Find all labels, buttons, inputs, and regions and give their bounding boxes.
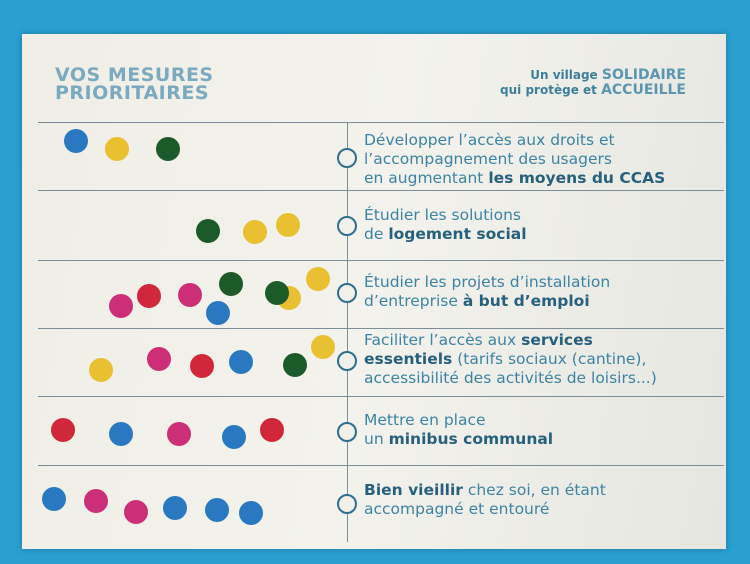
title-line: PRIORITAIRES bbox=[55, 82, 210, 104]
sticker-dot-yellow bbox=[89, 358, 113, 382]
row-divider bbox=[38, 328, 724, 329]
slogan-text: qui protège et bbox=[500, 83, 602, 97]
sticker-dot-blue bbox=[205, 498, 229, 522]
sticker-dot-green bbox=[265, 281, 289, 305]
measure-text: Étudier les solutions de logement social bbox=[364, 206, 527, 244]
slogan-bold: ACCUEILLE bbox=[601, 82, 686, 98]
row-divider bbox=[38, 122, 724, 123]
sticker-dot-red bbox=[51, 418, 75, 442]
sticker-dot-blue bbox=[229, 350, 253, 374]
sticker-dot-magenta bbox=[84, 489, 108, 513]
vote-circle-icon bbox=[337, 283, 357, 303]
measure-text: Faciliter l’accès aux services essentiels… bbox=[364, 331, 657, 388]
sticker-dot-yellow bbox=[243, 220, 267, 244]
sticker-dot-red bbox=[137, 284, 161, 308]
sticker-dot-yellow bbox=[306, 267, 330, 291]
measure-text: Bien vieillir chez soi, en étant accompag… bbox=[364, 481, 606, 519]
measure-label: Mettre en place un bbox=[364, 411, 486, 448]
sticker-dot-yellow bbox=[105, 137, 129, 161]
sticker-dot-blue bbox=[163, 496, 187, 520]
sticker-dot-red bbox=[260, 418, 284, 442]
divider-vertical bbox=[347, 122, 348, 542]
measure-text: Étudier les projets d’installation d’entr… bbox=[364, 273, 610, 311]
measure-highlight: Bien vieillir bbox=[364, 481, 463, 499]
sticker-dot-magenta bbox=[109, 294, 133, 318]
measure-label: chez soi, en étant accompagné et entouré bbox=[364, 481, 606, 518]
sticker-dot-green bbox=[219, 272, 243, 296]
vote-circle-icon bbox=[337, 422, 357, 442]
sticker-dot-blue bbox=[109, 422, 133, 446]
sticker-dot-blue bbox=[222, 425, 246, 449]
sticker-dot-green bbox=[283, 353, 307, 377]
row-divider bbox=[38, 260, 724, 261]
measure-highlight: services essentiels bbox=[364, 331, 593, 368]
measure-text: Mettre en place un minibus communal bbox=[364, 411, 553, 449]
poster-title: VOS MESURES PRIORITAIRES bbox=[55, 64, 214, 104]
slogan-text: Un village bbox=[530, 68, 602, 82]
measure-highlight: les moyens du CCAS bbox=[488, 169, 666, 187]
vote-circle-icon bbox=[337, 216, 357, 236]
sticker-dot-blue bbox=[206, 301, 230, 325]
row-divider bbox=[38, 465, 724, 466]
slogan-bold: SOLIDAIRE bbox=[601, 67, 686, 83]
sticker-dot-yellow bbox=[311, 335, 335, 359]
title-line: VOS MESURES bbox=[55, 64, 214, 86]
sticker-dot-magenta bbox=[167, 422, 191, 446]
sticker-dot-blue bbox=[42, 487, 66, 511]
row-divider bbox=[38, 396, 724, 397]
sticker-dot-green bbox=[156, 137, 180, 161]
sticker-dot-green bbox=[196, 219, 220, 243]
measure-label: Faciliter l’accès aux bbox=[364, 331, 522, 349]
sticker-dot-blue bbox=[239, 501, 263, 525]
measure-highlight: minibus communal bbox=[388, 430, 554, 448]
sticker-dot-magenta bbox=[147, 347, 171, 371]
sticker-dot-magenta bbox=[124, 500, 148, 524]
measure-label: Étudier les projets d’installation d’entr… bbox=[364, 273, 611, 310]
measure-label: Étudier les solutions de bbox=[364, 206, 521, 243]
sticker-dot-magenta bbox=[178, 283, 202, 307]
sticker-dot-red bbox=[190, 354, 214, 378]
row-divider bbox=[38, 190, 724, 191]
sticker-dot-blue bbox=[64, 129, 88, 153]
vote-circle-icon bbox=[337, 351, 357, 371]
slogan: Un village SOLIDAIRE qui protège et ACCU… bbox=[500, 68, 686, 98]
vote-circle-icon bbox=[337, 148, 357, 168]
measure-label: Développer l’accès aux droits et l’accomp… bbox=[364, 131, 615, 187]
measure-highlight: logement social bbox=[388, 225, 527, 243]
vote-circle-icon bbox=[337, 494, 357, 514]
sticker-dot-yellow bbox=[276, 213, 300, 237]
measure-highlight: à but d’emploi bbox=[462, 292, 590, 310]
measure-text: Développer l’accès aux droits et l’accomp… bbox=[364, 131, 665, 188]
measure-label: (tarifs sociaux (cantine), accessibilité … bbox=[364, 350, 657, 387]
